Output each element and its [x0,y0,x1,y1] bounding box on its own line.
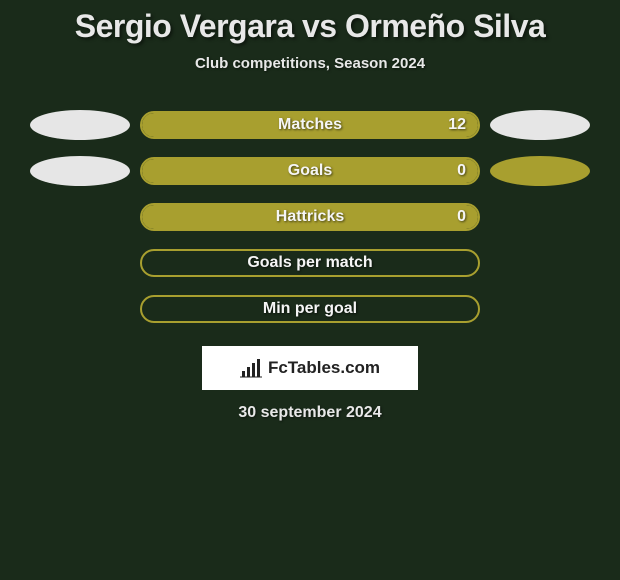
stat-bar: Goals per match [140,249,480,277]
stat-bar: Goals 0 [140,157,480,185]
bar-value-right: 12 [448,116,466,134]
bar-label: Hattricks [276,208,344,226]
right-ellipse [490,110,590,140]
chart-container: Sergio Vergara vs Ormeño Silva Club comp… [0,0,620,422]
stat-row: Matches 12 [0,102,620,148]
brand-box: FcTables.com [202,346,418,390]
brand-text: FcTables.com [268,358,380,378]
bar-value-right: 0 [457,208,466,226]
brand-chart-icon [240,357,262,379]
stat-bar: Matches 12 [140,111,480,139]
page-title: Sergio Vergara vs Ormeño Silva [0,8,620,45]
bar-label: Goals per match [247,254,372,272]
right-ellipse [490,156,590,186]
left-ellipse [30,156,130,186]
stat-row: Min per goal [0,286,620,332]
stat-bar: Min per goal [140,295,480,323]
stats-area: Matches 12 Goals 0 Hattricks 0 Goals per match… [0,102,620,332]
bar-label: Min per goal [263,300,357,318]
date-text: 30 september 2024 [0,404,620,422]
stat-row: Hattricks 0 [0,194,620,240]
bar-label: Matches [278,116,342,134]
stat-bar: Hattricks 0 [140,203,480,231]
left-ellipse [30,110,130,140]
stat-row: Goals per match [0,240,620,286]
bar-label: Goals [288,162,332,180]
stat-row: Goals 0 [0,148,620,194]
bar-value-right: 0 [457,162,466,180]
subtitle: Club competitions, Season 2024 [0,55,620,72]
